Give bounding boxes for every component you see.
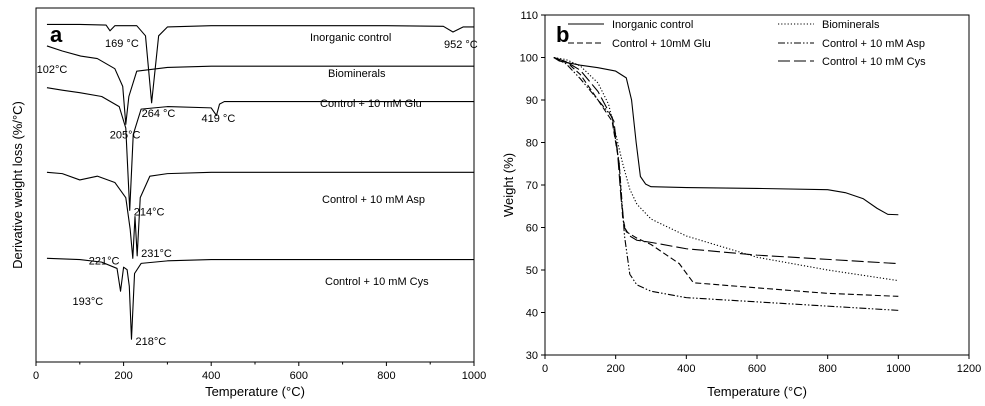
panel-b-y-tick-label: 70: [526, 180, 538, 192]
panel-b-x-tick-label: 1000: [886, 363, 910, 375]
panel-b-y-tick-label: 50: [526, 265, 538, 277]
panel-b-y-tick-label: 100: [520, 53, 538, 65]
panel-a-letter: a: [50, 22, 63, 47]
panel-b-x-tick-label: 0: [542, 363, 548, 375]
panel-b-x-tick-label: 800: [818, 363, 836, 375]
panel-b-series-3-line: [553, 57, 899, 311]
panel-a-series-3-line: [46, 171, 474, 259]
panel-a-series-0-line: [46, 23, 474, 104]
panel-a-series-label: Control + 10 mM Glu: [320, 98, 422, 110]
panel-b-legend-label: Control + 10mM Glu: [612, 38, 711, 50]
panel-a-y-axis-label: Derivative weight loss (%/°C): [10, 101, 25, 269]
panel-a-peak-label: 102°C: [37, 64, 68, 76]
panel-b-x-tick-label: 1200: [957, 363, 981, 375]
panel-b-series-1-line: [553, 56, 899, 282]
panel-a-x-tick-label: 0: [33, 370, 39, 382]
panel-a-x-axis-label: Temperature (°C): [205, 384, 305, 399]
panel-b-legend-label: Inorganic control: [612, 19, 693, 31]
panel-a-series-label: Control + 10 mM Asp: [322, 194, 425, 206]
panel-a-series-label: Control + 10 mM Cys: [325, 276, 429, 288]
panel-b-x-tick-label: 400: [677, 363, 695, 375]
panel-a-peak-label: 193°C: [73, 296, 104, 308]
panel-b-y-axis-label: Weight (%): [501, 153, 516, 217]
panel-b: 0 200 400 600 800 1000 1200 30 40 50 60 70 80 90 100 11…: [501, 10, 981, 399]
panel-b-legend-entry: Control + 10 mM Asp: [778, 38, 925, 50]
panel-a-x-tick-label: 400: [202, 370, 220, 382]
panel-b-y-tick-label: 40: [526, 308, 538, 320]
panel-b-legend-entry: Biominerals: [778, 19, 880, 31]
panel-a-peak-label: 214°C: [134, 206, 165, 218]
panel-a: 0 200 400 600 800 1000 Temperature (°C) Derivat…: [10, 7, 486, 399]
panel-b-x-tick-label: 600: [748, 363, 766, 375]
panel-b-series-0-line: [553, 57, 899, 216]
panel-a-x-tick-label: 600: [290, 370, 308, 382]
panel-b-legend-entry: Inorganic control: [568, 19, 693, 31]
panel-a-peak-label: 218°C: [135, 336, 166, 348]
panel-b-y-tick-label: 60: [526, 223, 538, 235]
panel-a-series-4-line: [46, 257, 474, 340]
panel-b-series-2-line: [553, 56, 899, 297]
panel-b-y-tick-label: 30: [526, 350, 538, 362]
panel-b-series-4-line: [553, 56, 899, 265]
panel-a-peak-label: 221°C: [89, 255, 120, 267]
panel-b-x-axis-label: Temperature (°C): [707, 384, 807, 399]
panel-b-x-tick-label: 200: [606, 363, 624, 375]
panel-b-legend-label: Biominerals: [822, 19, 880, 31]
panel-a-series-label: Biominerals: [328, 68, 386, 80]
panel-b-y-tick-label: 90: [526, 95, 538, 107]
panel-a-peak-label: 952 °C: [444, 39, 478, 51]
panel-a-peak-label: 169 °C: [105, 38, 139, 50]
panel-a-series-2-line: [46, 87, 474, 211]
panel-a-peak-label: 231°C: [141, 248, 172, 260]
panel-a-series-1-line: [46, 45, 474, 125]
panel-b-y-tick-label: 80: [526, 138, 538, 150]
panel-a-peak-label: 264 °C: [142, 108, 176, 120]
panel-a-series-label: Inorganic control: [310, 32, 391, 44]
panel-b-y-tick-label: 110: [520, 10, 538, 22]
panel-a-x-tick-label: 1000: [462, 370, 486, 382]
panel-a-x-tick-label: 800: [377, 370, 395, 382]
panel-b-legend-label: Control + 10 mM Cys: [822, 56, 926, 68]
panel-b-letter: b: [556, 22, 569, 47]
panel-b-legend-label: Control + 10 mM Asp: [822, 38, 925, 50]
panel-a-peak-label: 205°C: [110, 129, 141, 141]
panel-a-peak-label: 419 °C: [202, 113, 236, 125]
panel-a-x-tick-label: 200: [114, 370, 132, 382]
panel-b-legend-entry: Control + 10 mM Cys: [778, 56, 926, 68]
panel-b-legend-entry: Control + 10mM Glu: [568, 38, 711, 50]
